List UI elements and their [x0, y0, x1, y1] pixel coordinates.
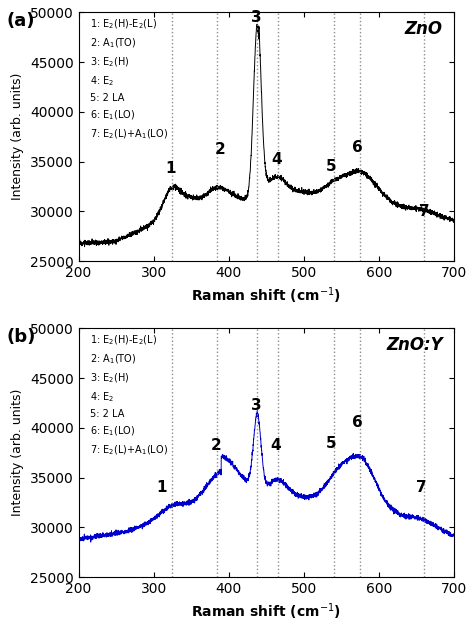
- X-axis label: Raman shift (cm$^{-1}$): Raman shift (cm$^{-1}$): [191, 601, 341, 622]
- Text: 3: 3: [251, 398, 262, 413]
- Text: (a): (a): [7, 13, 36, 30]
- Text: (b): (b): [6, 328, 36, 347]
- Text: 5: 5: [326, 436, 337, 451]
- Text: 7: 7: [416, 481, 427, 496]
- Text: 7: 7: [419, 204, 429, 220]
- Text: ZnO: ZnO: [405, 20, 443, 38]
- Text: 1: 1: [165, 160, 176, 175]
- Y-axis label: Intensity (arb. units): Intensity (arb. units): [11, 389, 24, 516]
- X-axis label: Raman shift (cm$^{-1}$): Raman shift (cm$^{-1}$): [191, 286, 341, 306]
- Text: 4: 4: [271, 438, 282, 453]
- Text: 2: 2: [214, 142, 225, 157]
- Text: 1: 1: [156, 481, 166, 496]
- Y-axis label: Intensity (arb. units): Intensity (arb. units): [11, 73, 24, 201]
- Text: 6: 6: [353, 415, 363, 430]
- Text: 4: 4: [272, 152, 282, 167]
- Text: 6: 6: [353, 140, 363, 155]
- Text: 1: E$_2$(H)-E$_2$(L)
2: A$_1$(TO)
3: E$_2$(H)
4: E$_2$
5: 2 LA
6: E$_1$(LO)
7: E: 1: E$_2$(H)-E$_2$(L) 2: A$_1$(TO) 3: E$_…: [90, 18, 168, 141]
- Text: 3: 3: [251, 10, 262, 25]
- Text: 5: 5: [326, 159, 337, 174]
- Text: ZnO:Y: ZnO:Y: [386, 336, 443, 353]
- Text: 2: 2: [210, 438, 221, 453]
- Text: 1: E$_2$(H)-E$_2$(L)
2: A$_1$(TO)
3: E$_2$(H)
4: E$_2$
5: 2 LA
6: E$_1$(LO)
7: E: 1: E$_2$(H)-E$_2$(L) 2: A$_1$(TO) 3: E$_…: [90, 333, 168, 457]
